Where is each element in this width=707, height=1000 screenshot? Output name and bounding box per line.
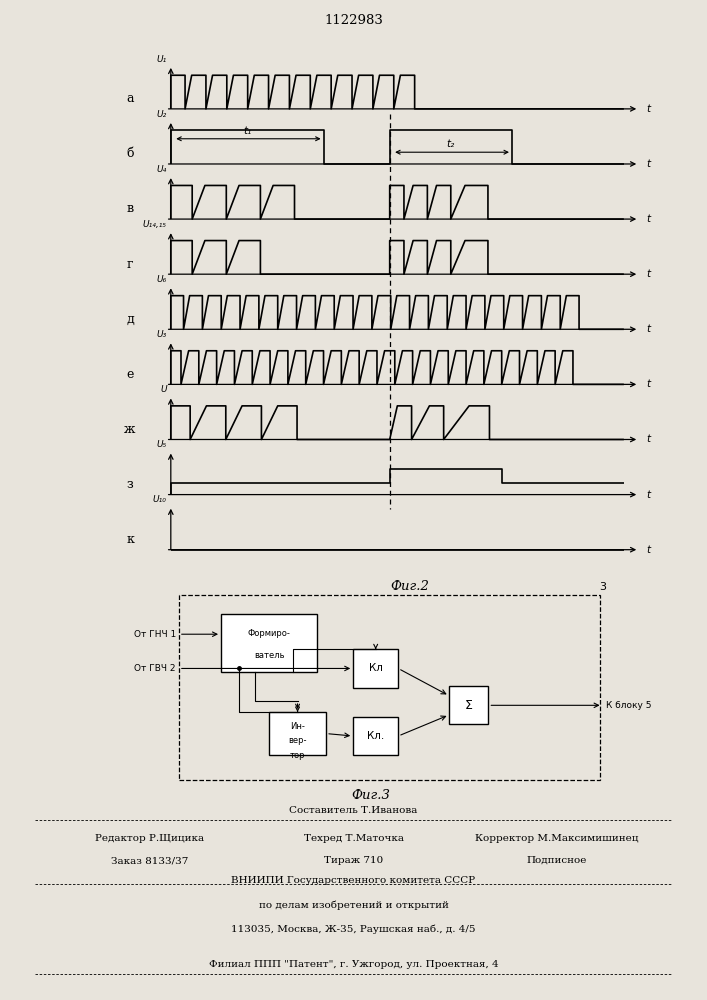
Text: ВНИИПИ Государственного комитета СССР: ВНИИПИ Государственного комитета СССР [231,876,476,885]
Text: t: t [647,324,651,334]
Text: t: t [647,214,651,224]
Text: б: б [127,147,134,160]
Text: U₄: U₄ [156,165,167,174]
Text: К блоку 5: К блоку 5 [606,701,651,710]
Text: От ГНЧ 1: От ГНЧ 1 [134,630,176,639]
Bar [354,717,398,755]
Text: к: к [126,533,134,546]
Text: Корректор М.Максимишинец: Корректор М.Максимишинец [475,834,639,843]
Bar [179,595,600,780]
Text: Тираж 710: Тираж 710 [324,856,383,865]
Text: Σ: Σ [465,699,473,712]
Text: а: а [127,92,134,105]
Text: U₅: U₅ [156,440,167,449]
Text: ватель: ватель [254,651,284,660]
Text: Составитель Т.Иванова: Составитель Т.Иванова [289,806,418,815]
Text: U: U [160,385,167,394]
Text: Кл: Кл [369,663,382,673]
Text: е: е [127,368,134,381]
Text: тор: тор [290,751,305,760]
Text: Филиал ППП "Патент", г. Ужгород, ул. Проектная, 4: Филиал ППП "Патент", г. Ужгород, ул. Про… [209,960,498,969]
Text: по делам изобретений и открытий: по делам изобретений и открытий [259,900,448,910]
Text: t: t [647,159,651,169]
Bar [450,686,489,724]
Text: д: д [127,313,134,326]
Text: t₁: t₁ [243,126,251,136]
Text: U₃: U₃ [156,330,167,339]
Text: г: г [127,258,134,271]
Text: Формиро-: Формиро- [247,629,291,638]
Text: 1122983: 1122983 [324,13,383,26]
Text: t: t [647,434,651,444]
Text: t: t [647,545,651,555]
Text: t₂: t₂ [447,139,455,149]
Text: з: з [127,478,134,491]
Text: t: t [647,379,651,389]
Text: Ин-: Ин- [290,722,305,731]
Text: вер-: вер- [288,736,307,745]
Bar [221,614,317,672]
Text: в: в [127,202,134,215]
Bar [354,649,398,688]
Text: Подписное: Подписное [527,856,588,865]
Text: Фиг.3: Фиг.3 [352,789,390,802]
Text: U₆: U₆ [156,275,167,284]
Text: U₁₄,₁₅: U₁₄,₁₅ [143,220,167,229]
Text: ж: ж [124,423,136,436]
Text: t: t [647,490,651,500]
Text: U₁₀: U₁₀ [153,495,167,504]
Text: 3: 3 [599,582,606,592]
Text: t: t [647,104,651,114]
Text: U₂: U₂ [156,110,167,119]
Text: U₁: U₁ [156,55,167,64]
Text: t: t [647,269,651,279]
Text: Кл.: Кл. [367,731,385,741]
Text: От ГВЧ 2: От ГВЧ 2 [134,664,176,673]
Text: Техред Т.Маточка: Техред Т.Маточка [303,834,404,843]
Text: Редактор Р.Щицика: Редактор Р.Щицика [95,834,204,843]
Text: Заказ 8133/37: Заказ 8133/37 [111,856,189,865]
Bar [269,712,326,755]
Text: 113035, Москва, Ж-35, Раушская наб., д. 4/5: 113035, Москва, Ж-35, Раушская наб., д. … [231,924,476,934]
Text: Фиг.2: Фиг.2 [391,580,429,593]
